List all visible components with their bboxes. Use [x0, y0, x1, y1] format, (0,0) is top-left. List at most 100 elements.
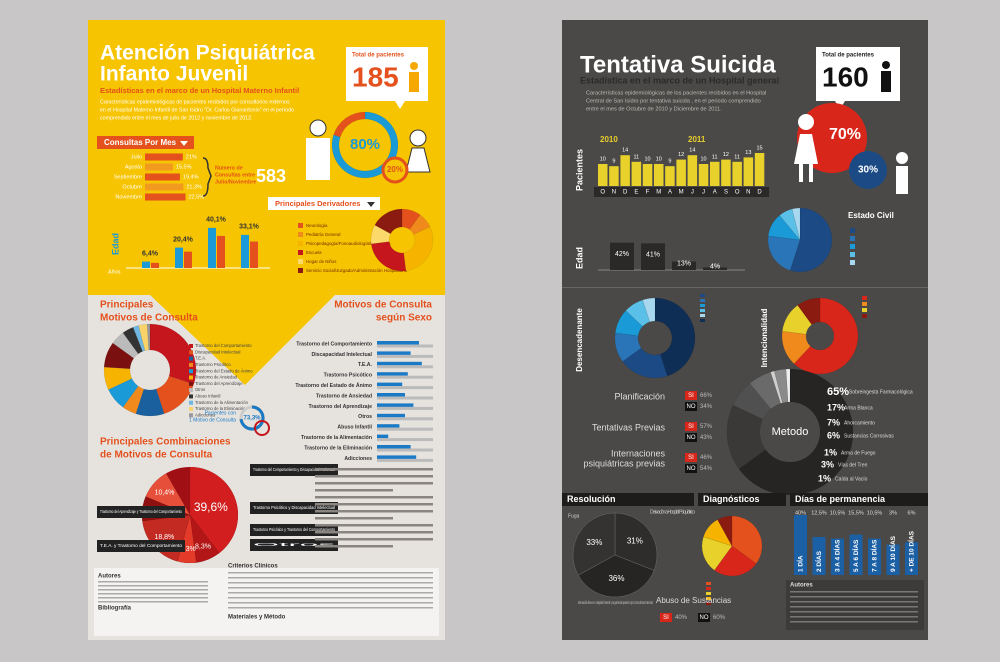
pill: [268, 197, 380, 210]
no-label: NO: [687, 435, 696, 441]
segment: [239, 405, 265, 431]
footer-line: [228, 607, 433, 609]
si-value: 66%: [700, 393, 713, 399]
legend-swatch: [298, 241, 303, 246]
legend-text: Trastorno Psicótico: [195, 362, 231, 367]
segment: [572, 512, 616, 576]
bar-background: [377, 438, 433, 442]
decision-name: Planificación: [614, 391, 665, 401]
bar: [377, 361, 422, 366]
motivo-name: Trastorno del Estado de Ánimo: [295, 382, 372, 389]
segment: [789, 207, 833, 273]
person-head: [409, 129, 427, 147]
footer-line: [98, 581, 208, 583]
segment: [333, 111, 366, 138]
person-leg: [799, 164, 803, 182]
description: Características epidemiológicas de pacie…: [100, 99, 290, 105]
footer-title: Autores: [98, 574, 121, 580]
section-title: Motivos de Consulta: [100, 313, 198, 324]
uno-label: 1 Motivo de Consulta: [189, 417, 236, 423]
month-name: Octubre: [122, 184, 142, 190]
bar: [710, 161, 720, 186]
bar: [721, 159, 731, 186]
footer-line: [228, 587, 433, 589]
paragraph-line: [315, 538, 433, 541]
legend-text: Adicciones: [195, 412, 215, 417]
legend-swatch: [189, 388, 193, 393]
paragraph-line: [315, 475, 433, 478]
segment: [614, 512, 658, 571]
legend-text: Trastorno del Comportamiento: [195, 343, 252, 348]
bar-background: [377, 427, 433, 431]
section-title: según Sexo: [376, 313, 432, 324]
comb-note: Otros: [253, 542, 335, 547]
month-value: 14: [689, 148, 695, 154]
description: Central de San Isidro por tentativa suic…: [586, 98, 761, 104]
si-value: 46%: [700, 455, 713, 461]
comb-note: Trastorno Psicótico y Trastorno del Comp…: [253, 527, 336, 532]
resolucion-value: 36%: [608, 574, 624, 583]
month-name: Septiembre: [114, 174, 142, 180]
dias-value: 40%: [795, 510, 806, 516]
segment: [371, 241, 407, 272]
legend-text: Neurología: [306, 223, 328, 228]
bar: [145, 153, 183, 161]
uno-ring-red: [254, 420, 270, 436]
month-value: 22,5%: [189, 194, 205, 200]
header-bar: [562, 493, 694, 506]
motivo-name: Trastorno de Ansiedad: [316, 393, 372, 399]
legend-swatch: [700, 309, 705, 312]
bar-background: [377, 448, 433, 452]
bar: [377, 393, 405, 397]
bar-secondary: [184, 251, 192, 268]
month-value: 10: [644, 156, 650, 162]
bar: [812, 537, 826, 575]
bar: [145, 193, 186, 201]
no-box: [698, 613, 710, 622]
bar: [620, 155, 630, 186]
age-value: 41%: [646, 252, 660, 259]
segment: [779, 208, 801, 241]
dias-name: 7 A 8 DÍAS: [870, 539, 879, 572]
metodo-value: 17%: [827, 402, 845, 412]
legend-text: Psicopedagogía/Fonoaudiología/Psicología: [306, 241, 391, 246]
person-body: [794, 134, 818, 164]
person-icon: [410, 62, 418, 70]
footer-line: [228, 577, 433, 579]
month-value: 10: [600, 156, 606, 162]
metodo-name: Arma Blanca: [844, 405, 873, 411]
bar: [754, 153, 765, 186]
segment: [717, 515, 733, 547]
legend-swatch: [706, 602, 711, 605]
subtitle: Estadística en el marco de un Hospital g…: [580, 75, 779, 85]
segment: [135, 388, 165, 417]
bar-background: [377, 344, 433, 348]
bar-secondary: [217, 235, 225, 268]
legend-swatch: [850, 244, 855, 249]
segment: [145, 473, 191, 516]
bar: [698, 164, 709, 186]
dias-name: 1 DÍA: [796, 555, 805, 572]
legend-swatch: [850, 236, 855, 241]
motivo-name: Trastorno Psicótico: [324, 373, 372, 379]
axis-title: Intencionalidad: [760, 309, 769, 368]
total-pointer: [395, 101, 405, 109]
footer-line: [790, 596, 918, 598]
small-circle: [381, 156, 409, 184]
footer-line: [98, 585, 208, 587]
no-label: NO: [700, 615, 709, 621]
legend-swatch: [298, 232, 303, 237]
section-title: Días de permanencia: [795, 494, 886, 504]
legend-swatch: [298, 259, 303, 264]
month-letter: M: [679, 190, 684, 196]
month-value: 15,5%: [176, 164, 192, 170]
legend-swatch: [850, 228, 855, 233]
legend-text: Trastorno de la Alimentación: [195, 400, 249, 405]
month-value: 21%: [186, 154, 197, 160]
legend-swatch: [700, 319, 705, 322]
resolucion-name: Derivación a Hospital Psiquiátrico: [650, 509, 695, 515]
dias-name: 9 A 10 DÍAS: [888, 535, 897, 572]
bar-background: [377, 386, 433, 390]
section-title: Consultas Por Mes: [104, 138, 177, 147]
bar: [208, 227, 216, 268]
